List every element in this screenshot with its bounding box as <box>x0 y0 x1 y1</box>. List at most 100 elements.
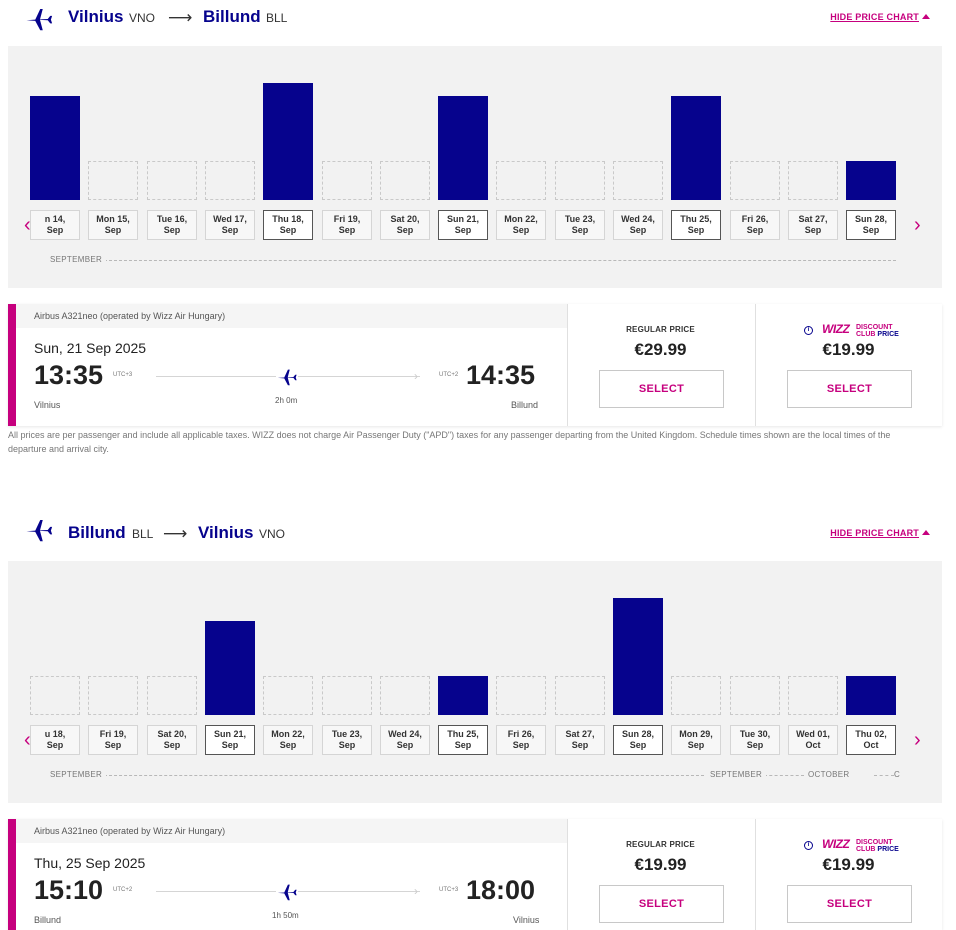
date-button[interactable]: Tue 23, Sep <box>555 210 605 240</box>
date-month-label: Sep <box>221 225 239 235</box>
date-button[interactable]: Mon 15, Sep <box>88 210 138 240</box>
chevron-left-icon[interactable]: ‹ <box>24 214 31 236</box>
price-bar[interactable] <box>496 676 546 715</box>
date-month-label: Sep <box>454 225 472 235</box>
price-bar[interactable] <box>788 161 838 200</box>
flight-date: Thu, 25 Sep 2025 <box>34 855 146 871</box>
date-button[interactable]: Sun 28, Sep <box>613 725 663 755</box>
price-bar[interactable] <box>438 96 488 200</box>
inbound-flight-card[interactable]: Airbus A321neo (operated by Wizz Air Hun… <box>8 819 942 930</box>
hide-price-chart-link[interactable]: HIDE PRICE CHART <box>830 528 930 538</box>
date-button[interactable]: Sat 27, Sep <box>788 210 838 240</box>
price-bar[interactable] <box>555 676 605 715</box>
date-button[interactable]: u 18, Sep <box>30 725 80 755</box>
month-label: C <box>894 770 905 779</box>
date-button[interactable]: Fri 26, Sep <box>730 210 780 240</box>
price-bar[interactable] <box>788 676 838 715</box>
date-button[interactable]: Thu 25, Sep <box>671 210 721 240</box>
select-regular-button[interactable]: SELECT <box>599 885 724 923</box>
departure-utc: UTC+3 <box>113 372 133 378</box>
chevron-right-icon[interactable]: › <box>914 214 921 236</box>
date-month-label: Sep <box>221 740 239 750</box>
price-bar[interactable] <box>730 161 780 200</box>
month-divider <box>104 775 704 776</box>
date-button[interactable]: Thu 02, Oct <box>846 725 896 755</box>
info-icon[interactable]: i <box>804 326 813 335</box>
date-day-label: Tue 16, <box>156 214 188 224</box>
date-button[interactable]: Thu 18, Sep <box>263 210 313 240</box>
select-club-button[interactable]: SELECT <box>787 885 912 923</box>
date-button[interactable]: Wed 24, Sep <box>380 725 430 755</box>
select-regular-button[interactable]: SELECT <box>599 370 724 408</box>
date-button[interactable]: Tue 23, Sep <box>322 725 372 755</box>
price-bar[interactable] <box>263 676 313 715</box>
date-day-label: Sat 27, <box>565 729 595 739</box>
date-month-label: Sep <box>46 225 64 235</box>
select-club-button[interactable]: SELECT <box>787 370 912 408</box>
date-button[interactable]: Tue 16, Sep <box>147 210 197 240</box>
chevron-left-icon[interactable]: ‹ <box>24 729 31 751</box>
date-month-label: Sep <box>629 225 647 235</box>
wizz-logo: WIZZ <box>822 837 850 851</box>
date-button[interactable]: Mon 22, Sep <box>263 725 313 755</box>
date-button[interactable]: Thu 25, Sep <box>438 725 488 755</box>
price-bar[interactable] <box>380 161 430 200</box>
price-bar[interactable] <box>322 161 372 200</box>
price-bar[interactable] <box>496 161 546 200</box>
price-bar[interactable] <box>147 676 197 715</box>
date-button[interactable]: Wed 24, Sep <box>613 210 663 240</box>
date-button[interactable]: Fri 19, Sep <box>88 725 138 755</box>
price-bar[interactable] <box>147 161 197 200</box>
chevron-right-icon[interactable]: › <box>914 729 921 751</box>
date-month-label: Sep <box>396 225 414 235</box>
date-day-label: Wed 01, <box>796 729 830 739</box>
arrival-time: 14:35 <box>466 360 536 390</box>
date-button[interactable]: Wed 17, Sep <box>205 210 255 240</box>
date-button[interactable]: Fri 19, Sep <box>322 210 372 240</box>
price-bar[interactable] <box>730 676 780 715</box>
month-label: SEPTEMBER <box>50 255 107 264</box>
price-bar[interactable] <box>322 676 372 715</box>
price-bar[interactable] <box>30 96 80 200</box>
departure-time: 13:35 <box>34 360 104 390</box>
price-bar[interactable] <box>30 676 80 715</box>
price-bar[interactable] <box>613 161 663 200</box>
discount-club-text: DISCOUNT CLUB PRICE <box>856 324 899 338</box>
outbound-flight-card[interactable]: Airbus A321neo (operated by Wizz Air Hun… <box>8 304 942 426</box>
price-bar[interactable] <box>438 676 488 715</box>
price-bar[interactable] <box>205 161 255 200</box>
hide-price-chart-link[interactable]: HIDE PRICE CHART <box>830 12 930 22</box>
price-bar[interactable] <box>88 161 138 200</box>
origin-code: VNO <box>129 11 156 25</box>
date-day-label: Sun 21, <box>446 214 479 224</box>
price-bar[interactable] <box>88 676 138 715</box>
date-button[interactable]: Mon 29, Sep <box>671 725 721 755</box>
date-button[interactable]: Sat 27, Sep <box>555 725 605 755</box>
date-month-label: Sep <box>338 225 356 235</box>
caret-up-icon <box>922 530 930 535</box>
chevron-right-icon: › <box>414 369 418 383</box>
date-month-label: Sep <box>571 225 589 235</box>
price-bar[interactable] <box>205 621 255 715</box>
date-button[interactable]: n 14, Sep <box>30 210 80 240</box>
date-button[interactable]: Tue 30, Sep <box>730 725 780 755</box>
price-bar[interactable] <box>846 676 896 715</box>
price-bar[interactable] <box>263 83 313 200</box>
price-bar[interactable] <box>613 598 663 715</box>
date-button[interactable]: Wed 01, Oct <box>788 725 838 755</box>
date-button[interactable]: Fri 26, Sep <box>496 725 546 755</box>
date-button[interactable]: Sun 21, Sep <box>438 210 488 240</box>
date-button[interactable]: Sat 20, Sep <box>147 725 197 755</box>
date-button[interactable]: Sat 20, Sep <box>380 210 430 240</box>
date-button[interactable]: Mon 22, Sep <box>496 210 546 240</box>
info-icon[interactable]: i <box>804 841 813 850</box>
price-bar[interactable] <box>380 676 430 715</box>
date-button[interactable]: Sun 21, Sep <box>205 725 255 755</box>
price-bar[interactable] <box>671 96 721 200</box>
discount-club-text: DISCOUNT CLUB PRICE <box>856 839 899 853</box>
date-button[interactable]: Sun 28, Sep <box>846 210 896 240</box>
caret-up-icon <box>922 14 930 19</box>
price-bar[interactable] <box>555 161 605 200</box>
price-bar[interactable] <box>671 676 721 715</box>
price-bar[interactable] <box>846 161 896 200</box>
